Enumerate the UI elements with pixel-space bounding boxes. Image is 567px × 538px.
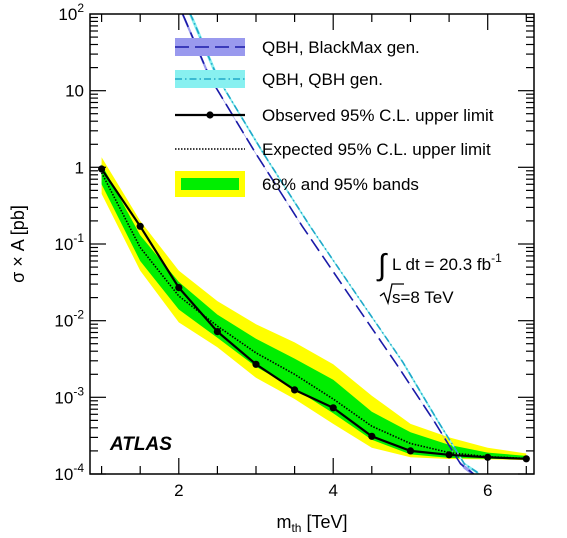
y-tick-label: 10-4 — [54, 461, 84, 484]
x-axis-label: mth [TeV] — [276, 512, 347, 535]
limit-lines-layer — [98, 165, 530, 463]
bands-layer — [101, 157, 527, 461]
observed-point — [445, 451, 453, 459]
theory-curves-layer — [181, 14, 481, 474]
legend-blackmax-swatch — [175, 38, 245, 56]
blackmax-gen-line — [181, 14, 475, 474]
legend: QBH, BlackMax gen. QBH, QBH gen. Observed … — [175, 38, 494, 197]
legend-band68-swatch — [181, 178, 239, 190]
lumi-label: L dt = 20.3 fb-1 — [392, 251, 502, 274]
radical-sign — [379, 283, 404, 306]
x-tick-label: 6 — [483, 481, 492, 500]
band-68 — [101, 164, 527, 460]
y-tick-label: 10 — [65, 82, 84, 101]
plot-area — [98, 14, 530, 474]
lumi-annotation: ∫ L dt = 20.3 fb-1 s=8 TeV — [376, 249, 502, 307]
observed-point — [175, 284, 183, 292]
axes: 2 4 6 102 10 1 10-1 10-2 10-3 10-4 — [54, 1, 534, 500]
observed-point — [484, 453, 492, 461]
integral-sign: ∫ — [376, 249, 388, 282]
observed-point — [329, 404, 337, 412]
observed-point — [368, 432, 376, 440]
observed-point — [252, 360, 260, 368]
legend-label: Expected 95% C.L. upper limit — [262, 140, 491, 159]
observed-point — [291, 386, 299, 394]
x-tick-label: 4 — [328, 481, 337, 500]
legend-label: QBH, QBH gen. — [262, 70, 383, 89]
y-tick-label: 10-3 — [54, 384, 84, 407]
y-tick-label: 10-1 — [54, 231, 84, 254]
y-tick-label: 102 — [58, 1, 84, 24]
y-tick-label: 10-2 — [54, 308, 84, 331]
x-tick-label: 2 — [174, 481, 183, 500]
band-95 — [101, 157, 527, 461]
observed-point — [136, 222, 144, 230]
legend-label: 68% and 95% bands — [262, 175, 419, 194]
legend-label: Observed 95% C.L. upper limit — [262, 106, 494, 125]
observed-point — [98, 165, 106, 173]
legend-observed-marker — [206, 111, 214, 119]
energy-label: s=8 TeV — [392, 288, 454, 307]
experiment-label: ATLAS — [109, 434, 172, 455]
legend-label: QBH, BlackMax gen. — [262, 38, 420, 57]
observed-point — [213, 328, 221, 336]
observed-point — [522, 455, 530, 463]
y-axis-label: σ × A [pb] — [8, 205, 28, 283]
observed-limit-line — [100, 168, 527, 460]
qbh-gen-line — [189, 14, 481, 474]
expected-limit-line — [100, 172, 527, 460]
observed-point — [406, 447, 415, 455]
y-tick-label: 1 — [75, 158, 84, 177]
